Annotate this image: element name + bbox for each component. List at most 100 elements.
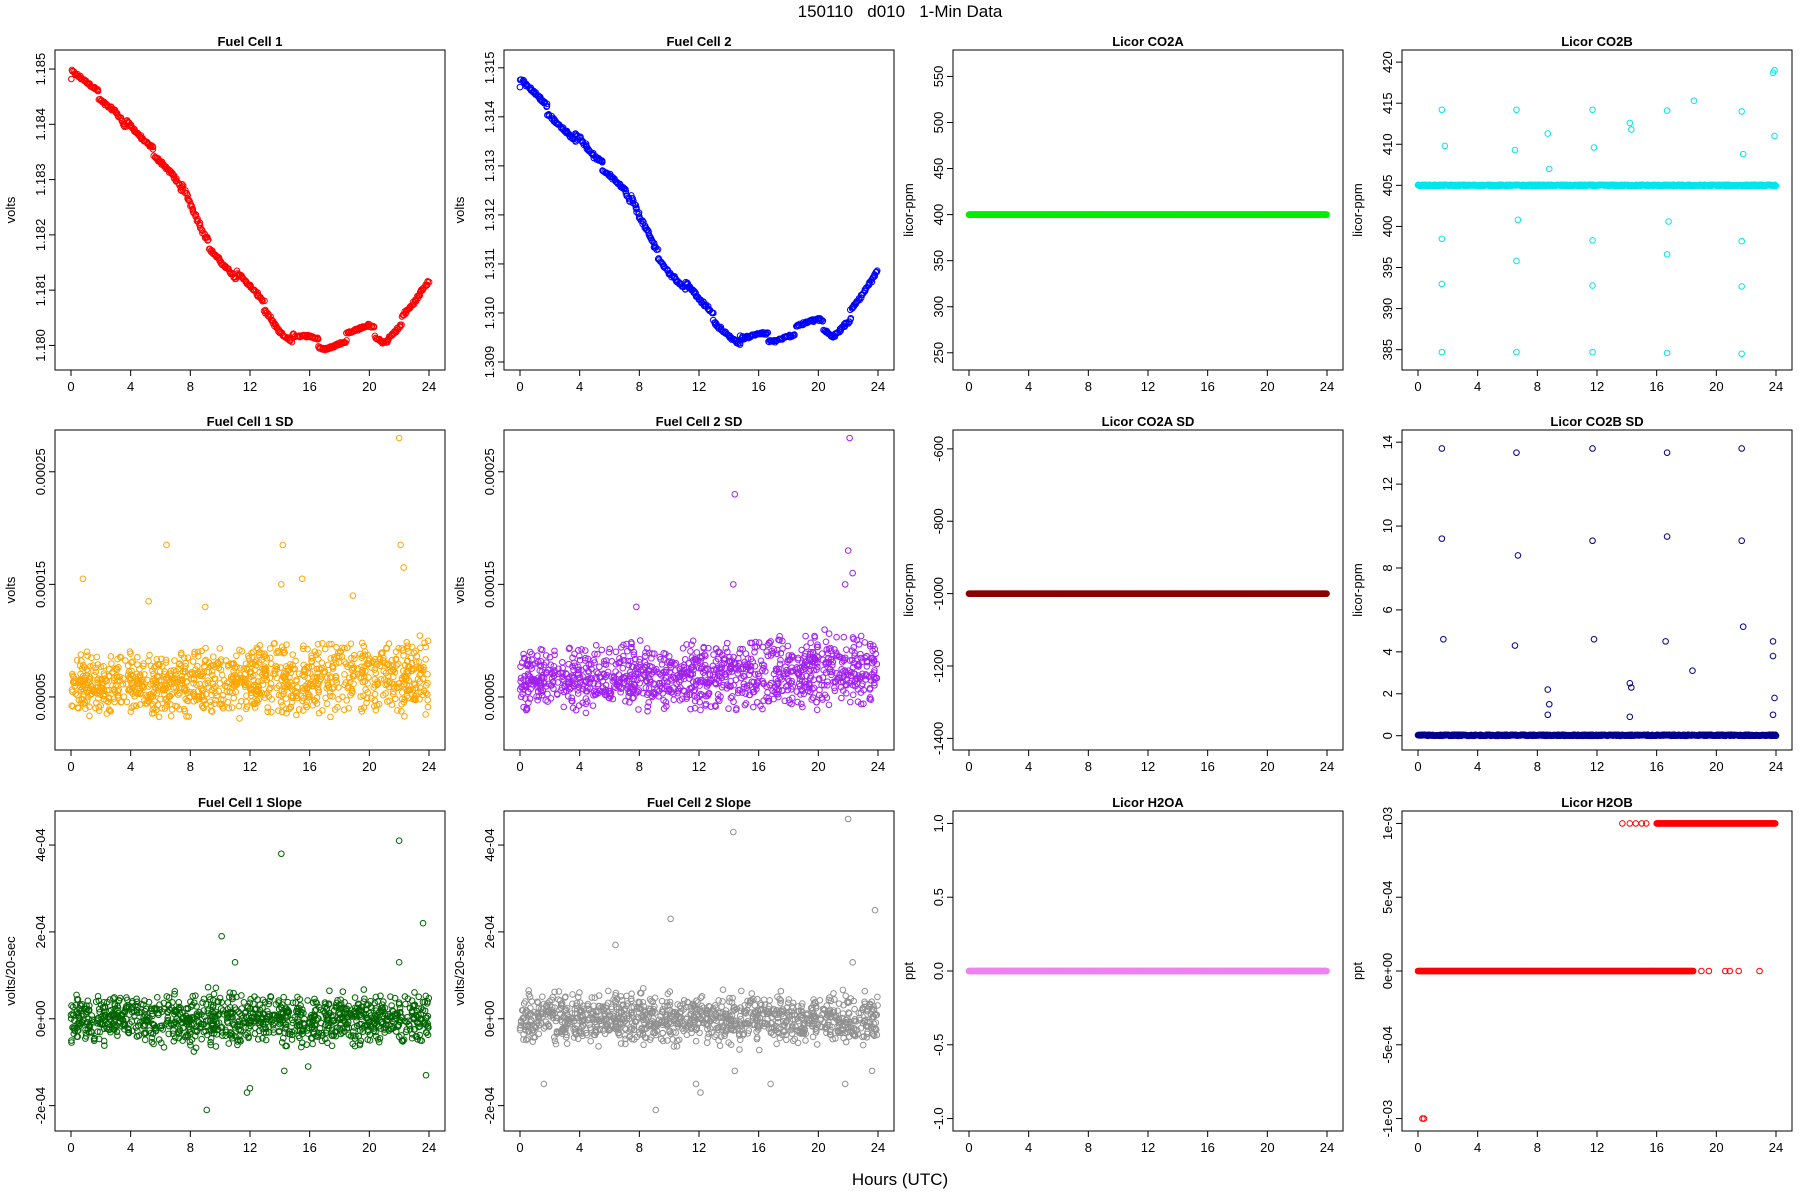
data-point (292, 711, 300, 719)
data-point (762, 331, 770, 338)
x-tick-label: 16 (1649, 379, 1663, 394)
data-point (122, 657, 129, 664)
data-point (136, 701, 144, 708)
plot-frame (952, 429, 1344, 751)
x-tick-label: 12 (1590, 379, 1604, 394)
data-point (201, 603, 209, 611)
y-tick-label: 1.312 (482, 199, 497, 232)
x-tick-label: 8 (1085, 759, 1092, 774)
data-point (825, 701, 833, 709)
data-point (263, 309, 271, 316)
x-tick-label: 24 (422, 759, 436, 774)
data-point (841, 581, 849, 588)
data-point (559, 658, 566, 666)
data-point (1665, 218, 1672, 225)
y-tick-label: 1.185 (33, 53, 48, 86)
panel-title: Licor CO2A SD (1102, 414, 1195, 429)
y-axis-label: licor-ppm (901, 563, 916, 616)
data-point (598, 157, 606, 165)
data-point (572, 130, 579, 137)
y-tick-label: 405 (1380, 174, 1395, 196)
data-point (77, 651, 85, 658)
data-point (564, 692, 572, 700)
data-point (803, 643, 810, 651)
panel-1: Fuel Cell 20 4 8 12 16 20 241.3091.3101.3111.3… (452, 34, 895, 394)
x-tick-label: 24 (1769, 379, 1783, 394)
data-point (416, 632, 424, 639)
x-tick-label: 0 (965, 759, 972, 774)
panel-4: Fuel Cell 1 SD0 4 8 12 16 20 240.000050.000150… (3, 414, 446, 774)
data-point (1738, 283, 1745, 290)
data-point (327, 713, 334, 721)
data-point (753, 698, 761, 706)
data-point (730, 581, 737, 588)
x-tick-label: 0 (1414, 379, 1421, 394)
data-point (516, 83, 524, 91)
data-point (79, 575, 87, 583)
data-point (849, 569, 856, 577)
x-tick-label: 0 (516, 759, 523, 774)
data-point (670, 696, 678, 704)
data-point (593, 668, 600, 676)
data-point (1514, 216, 1522, 224)
x-tick-label: 16 (302, 759, 316, 774)
data-point (672, 276, 680, 283)
data-point (205, 236, 212, 244)
x-tick-label: 12 (692, 759, 706, 774)
data-point (123, 698, 131, 706)
x-tick-label: 12 (1141, 379, 1155, 394)
data-point (799, 703, 806, 711)
data-point (146, 651, 153, 659)
data-point (633, 208, 640, 216)
data-point (370, 323, 378, 331)
data-point (636, 637, 644, 644)
y-axis-label: licor-ppm (901, 183, 916, 236)
data-point (424, 670, 431, 678)
plot-frame (503, 429, 895, 751)
data-point (1628, 126, 1635, 133)
y-tick-label: 0.00005 (33, 673, 48, 720)
x-tick-label: 16 (751, 379, 765, 394)
data-point (873, 268, 880, 276)
data-point (598, 646, 606, 654)
data-point (264, 704, 271, 711)
x-tick-label: 0 (965, 379, 972, 394)
data-point (1513, 348, 1520, 356)
data-point (710, 309, 717, 317)
x-tick-label: 8 (1534, 379, 1541, 394)
data-point (635, 706, 642, 713)
data-point (582, 709, 590, 717)
data-point (202, 644, 209, 652)
panel-title: Fuel Cell 1 (217, 34, 282, 49)
data-point (813, 706, 821, 714)
data-point (289, 651, 297, 658)
data-point (314, 335, 322, 343)
data-point (347, 640, 355, 648)
data-point (218, 671, 226, 679)
y-axis-label: volts (452, 196, 467, 223)
panel-title: Licor CO2B (1561, 34, 1633, 49)
y-tick-label: -800 (931, 508, 946, 534)
plot-frame (1401, 49, 1793, 371)
data-point (145, 657, 152, 665)
data-point (275, 707, 282, 715)
data-point (424, 696, 432, 704)
y-tick-label: 400 (931, 204, 946, 226)
y-tick-label: 350 (931, 250, 946, 272)
data-point (1511, 146, 1519, 154)
panel-title: Fuel Cell 2 (666, 34, 731, 49)
y-tick-label: 385 (1380, 339, 1395, 361)
data-point (318, 659, 326, 666)
x-tick-label: 24 (1320, 759, 1334, 774)
data-point (791, 331, 798, 339)
y-tick-label: -1000 (931, 577, 946, 610)
x-tick-label: 20 (362, 379, 376, 394)
y-axis-label: volts (3, 576, 18, 603)
data-point (873, 267, 881, 274)
data-point (385, 640, 393, 647)
data-point (1626, 119, 1634, 127)
data-point (1738, 237, 1745, 245)
x-tick-label: 8 (1085, 379, 1092, 394)
data-point (264, 312, 271, 319)
